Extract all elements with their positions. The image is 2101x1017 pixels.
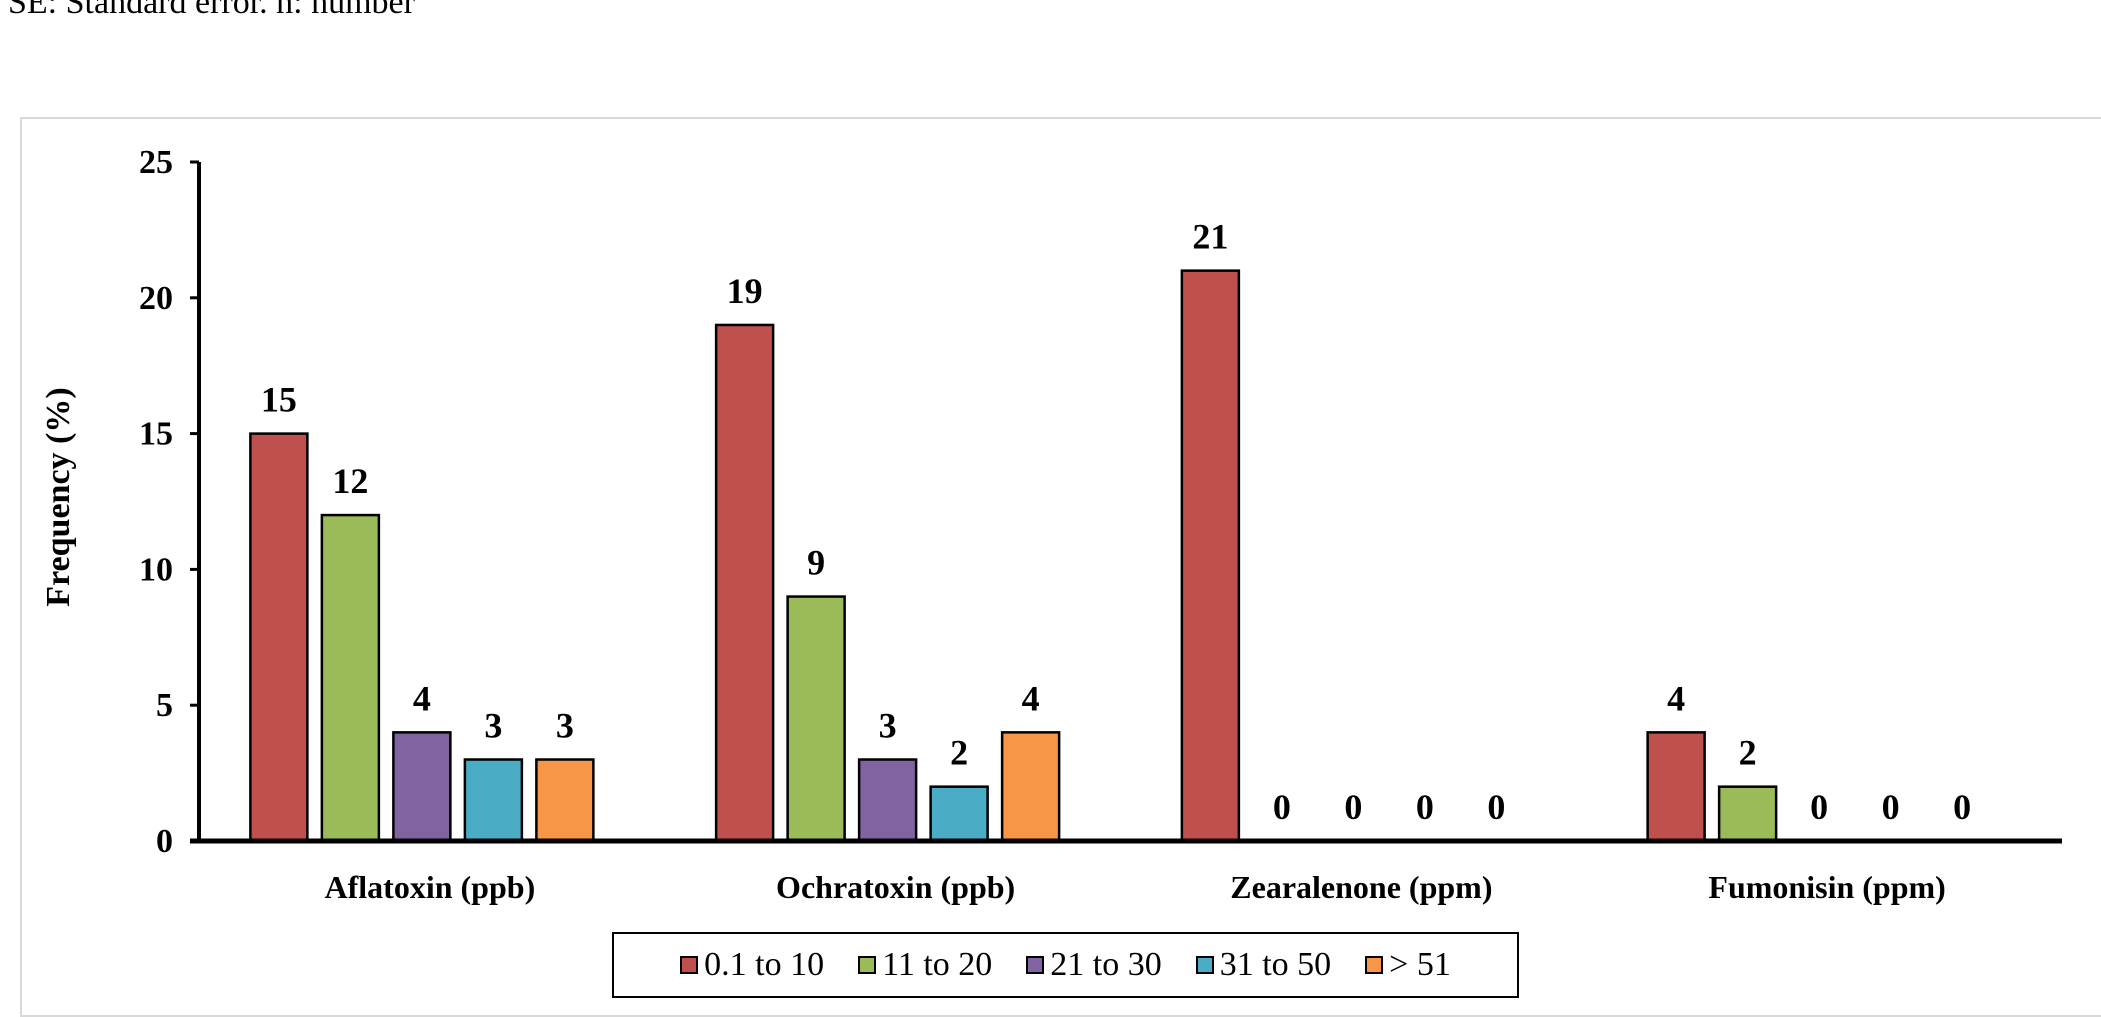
bar <box>857 758 918 843</box>
x-axis: Aflatoxin (ppb) Ochratoxin (ppb) Zearaleno… <box>190 838 2062 905</box>
bar <box>463 758 524 843</box>
legend-item: 21 to 30 <box>1026 946 1162 984</box>
bar <box>929 785 989 843</box>
legend-label: 0.1 to 10 <box>704 946 825 983</box>
bar-value-label: 0 <box>1273 787 1291 827</box>
legend-item: > 51 <box>1365 946 1451 984</box>
bar-value-label: 0 <box>1344 787 1362 827</box>
bar <box>1180 269 1241 843</box>
bar-value-label: 3 <box>484 706 502 746</box>
bar <box>535 758 595 843</box>
bar-value-label: 4 <box>1022 678 1040 718</box>
legend-item: 31 to 50 <box>1195 946 1332 984</box>
x-category-label: Fumonisin (ppm) <box>1708 869 1945 905</box>
bar <box>249 432 309 843</box>
y-axis: 0 5 10 15 20 25 <box>139 144 201 860</box>
x-category-label: Ochratoxin (ppb) <box>776 869 1015 905</box>
bar-value-label: 21 <box>1192 217 1228 257</box>
y-tick-label: 20 <box>139 280 173 317</box>
bar-value-label: 4 <box>413 678 431 718</box>
y-tick-label: 15 <box>139 416 173 453</box>
legend-swatch <box>858 956 877 974</box>
bar-value-label: 0 <box>1810 787 1828 827</box>
data-labels: 15 12 4 3 3 19 9 3 2 4 21 0 0 0 0 4 2 0 0 0 <box>261 217 1971 827</box>
legend-item: 0.1 to 10 <box>680 946 824 984</box>
legend-label: 11 to 20 <box>882 946 993 983</box>
bar-value-label: 0 <box>1487 787 1505 827</box>
bar-value-label: 12 <box>332 461 368 501</box>
bar-value-label: 19 <box>727 271 763 311</box>
y-tick-label: 0 <box>156 823 173 860</box>
legend-swatch <box>1365 956 1384 974</box>
bar <box>1646 731 1706 843</box>
bar-value-label: 3 <box>879 706 897 746</box>
legend-swatch <box>680 956 699 974</box>
legend: 0.1 to 10 11 to 20 21 to 30 31 to 50 > 51 <box>612 932 1519 998</box>
legend-label: 21 to 30 <box>1050 946 1162 983</box>
bar-value-label: 3 <box>556 706 574 746</box>
bars <box>249 269 1778 843</box>
legend-swatch <box>1026 956 1045 974</box>
x-category-label: Zearalenone (ppm) <box>1230 869 1492 905</box>
bar-value-label: 2 <box>950 733 968 773</box>
bar <box>392 731 452 843</box>
y-tick-label: 5 <box>156 687 173 724</box>
bar-value-label: 2 <box>1739 733 1757 773</box>
bar-value-label: 0 <box>1416 787 1434 827</box>
y-tick-label: 10 <box>139 551 173 588</box>
y-tick-label: 25 <box>139 144 173 181</box>
legend-label: > 51 <box>1389 946 1451 983</box>
bar-value-label: 4 <box>1667 678 1685 718</box>
caption-text: SE: Standard error. n: number <box>8 0 415 21</box>
bar-value-label: 15 <box>261 380 297 420</box>
legend-swatch <box>1195 956 1214 974</box>
bar <box>786 595 846 843</box>
bar <box>714 323 775 843</box>
legend-label: 31 to 50 <box>1219 946 1332 983</box>
bar <box>1000 731 1061 843</box>
bar-value-label: 0 <box>1882 787 1900 827</box>
bar-value-label: 9 <box>807 543 825 583</box>
y-axis-label: Frequency (%) <box>40 387 77 606</box>
x-category-label: Aflatoxin (ppb) <box>325 869 536 905</box>
bar-value-label: 0 <box>1953 787 1971 827</box>
bar <box>320 513 381 843</box>
bar <box>1717 785 1778 843</box>
legend-item: 11 to 20 <box>858 946 992 984</box>
